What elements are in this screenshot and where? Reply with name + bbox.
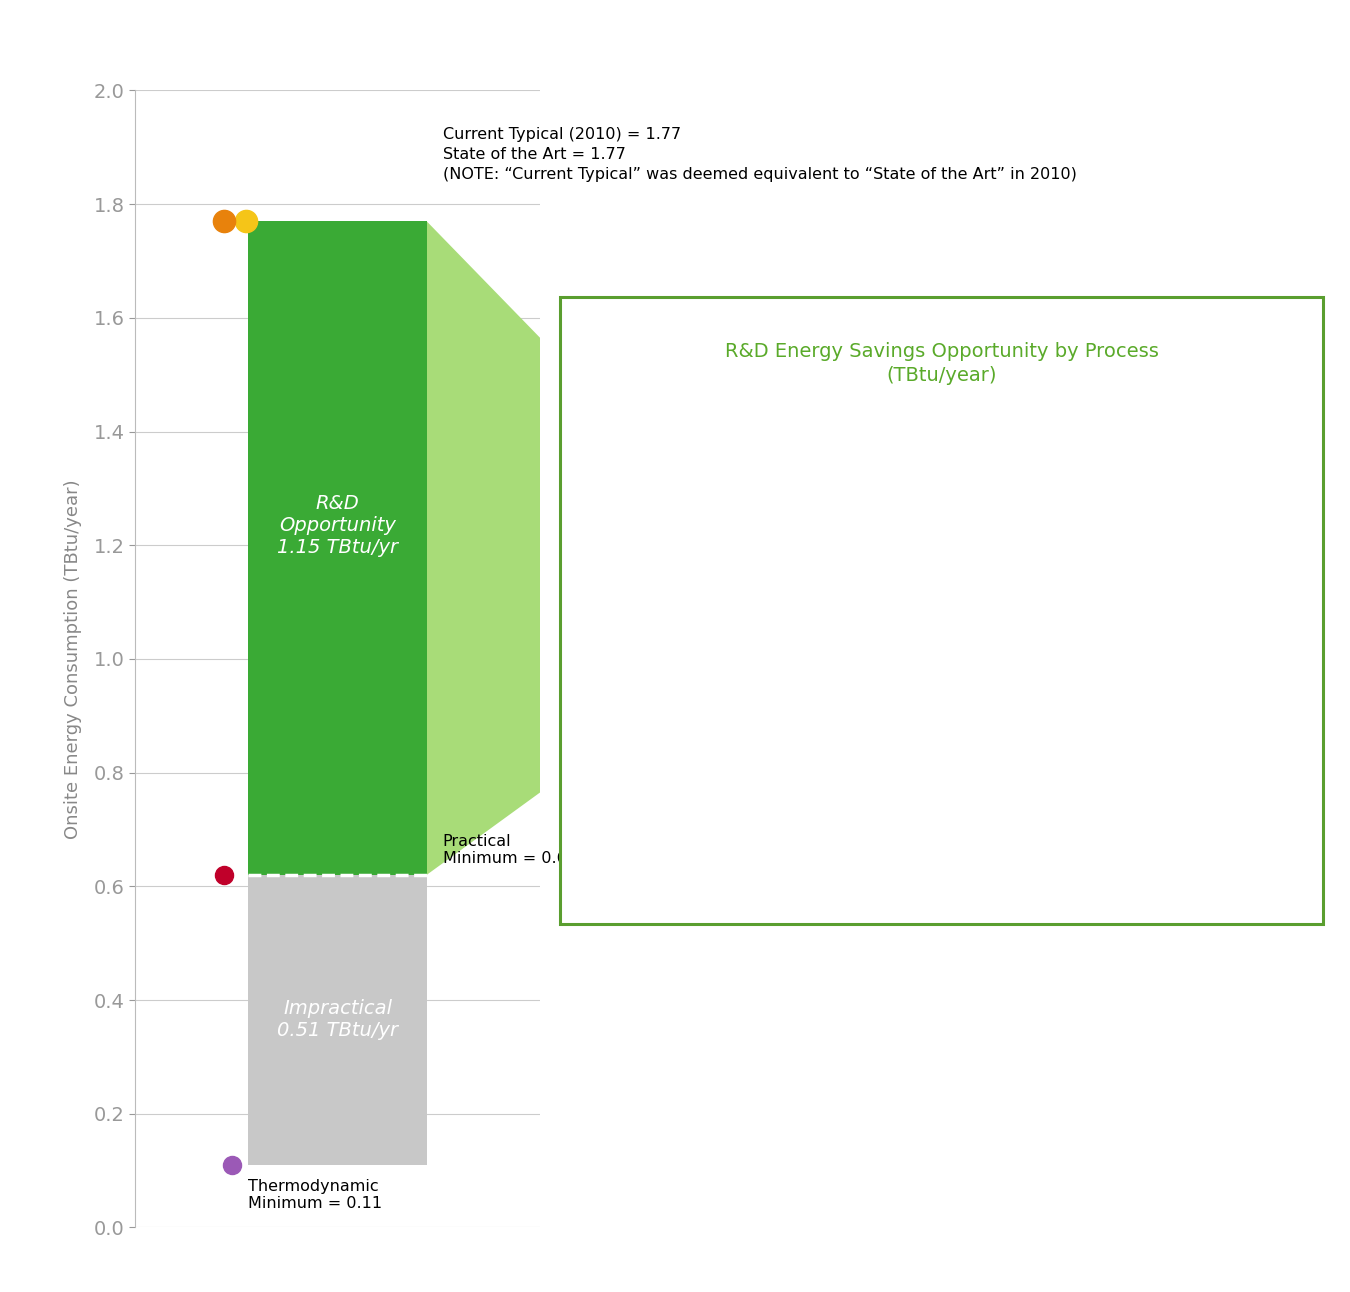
Text: 0.28: 0.28 <box>680 537 725 556</box>
Bar <box>248 875 427 1165</box>
Wedge shape <box>612 605 764 699</box>
Wedge shape <box>640 457 917 764</box>
Y-axis label: Onsite Energy Consumption (TBtu/year): Onsite Energy Consumption (TBtu/year) <box>65 479 82 839</box>
Text: Impractical
0.51 TBtu/yr: Impractical 0.51 TBtu/yr <box>277 1000 398 1040</box>
Text: 0.75: 0.75 <box>821 642 865 660</box>
Text: Current Typical (2010) = 1.77
State of the Art = 1.77
(NOTE: “Current Typical” w: Current Typical (2010) = 1.77 State of t… <box>443 128 1077 182</box>
Polygon shape <box>427 221 540 875</box>
Bar <box>248 221 427 875</box>
Legend: Primary Metal Production, Secondary Processing, Semi-Finished Shape Production: Primary Metal Production, Secondary Proc… <box>948 594 1269 699</box>
Text: R&D
Opportunity
1.15 TBtu/yr: R&D Opportunity 1.15 TBtu/yr <box>277 494 398 557</box>
Text: Practical
Minimum = 0.62: Practical Minimum = 0.62 <box>443 835 576 867</box>
Text: 0.12: 0.12 <box>657 627 702 645</box>
Text: Thermodynamic
Minimum = 0.11: Thermodynamic Minimum = 0.11 <box>248 1180 382 1212</box>
Wedge shape <box>612 457 764 611</box>
Text: R&D Energy Savings Opportunity by Process
(TBtu/year): R&D Energy Savings Opportunity by Proces… <box>725 342 1158 385</box>
